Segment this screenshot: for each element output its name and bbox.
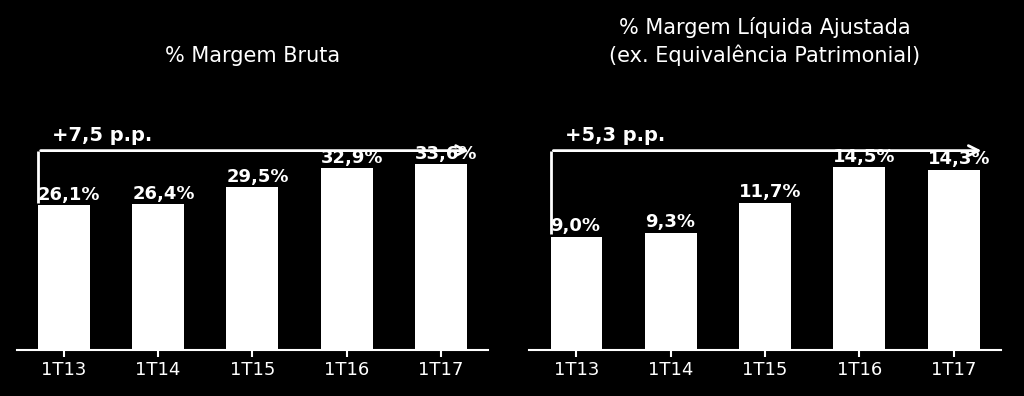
Bar: [739, 203, 791, 350]
Text: 32,9%: 32,9%: [321, 149, 383, 167]
Bar: [645, 233, 696, 350]
Text: +5,3 p.p.: +5,3 p.p.: [564, 126, 665, 145]
Bar: [132, 204, 184, 350]
Text: 14,3%: 14,3%: [928, 150, 990, 168]
Bar: [415, 164, 467, 350]
Bar: [551, 236, 602, 350]
Title: % Margem Bruta: % Margem Bruta: [165, 46, 340, 66]
Text: 11,7%: 11,7%: [739, 183, 802, 201]
Bar: [226, 187, 279, 350]
Text: 9,3%: 9,3%: [645, 213, 695, 231]
Text: 29,5%: 29,5%: [226, 168, 289, 186]
Text: 26,4%: 26,4%: [132, 185, 195, 203]
Bar: [834, 168, 886, 350]
Text: +7,5 p.p.: +7,5 p.p.: [52, 126, 153, 145]
Text: 33,6%: 33,6%: [415, 145, 477, 163]
Text: 14,5%: 14,5%: [834, 148, 896, 166]
Text: 9,0%: 9,0%: [551, 217, 600, 235]
Text: 26,1%: 26,1%: [38, 187, 100, 204]
Bar: [928, 170, 980, 350]
Title: % Margem Líquida Ajustada
(ex. Equivalência Patrimonial): % Margem Líquida Ajustada (ex. Equivalên…: [609, 17, 921, 66]
Bar: [321, 168, 373, 350]
Bar: [38, 205, 90, 350]
